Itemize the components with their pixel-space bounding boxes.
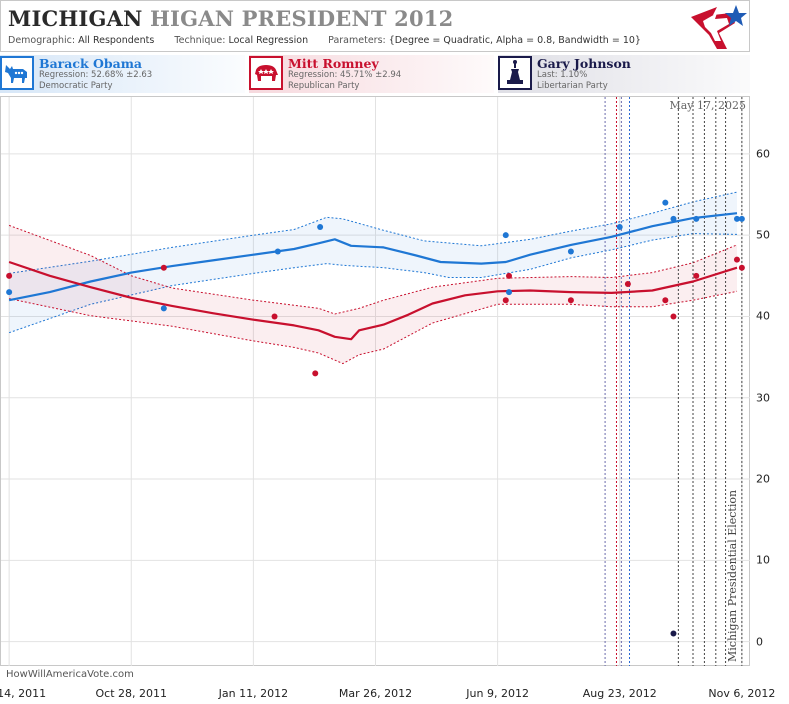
- candidate-romney[interactable]: Mitt Romney Regression: 45.71% ±2.94 Rep…: [249, 55, 494, 93]
- y-tick-label: 50: [756, 228, 770, 242]
- page-title: MICHIGAN HIGAN PRESIDENT 2012: [8, 6, 453, 31]
- barack-obama-poll-point: [160, 305, 167, 312]
- candidate-party: Democratic Party: [39, 81, 113, 91]
- barack-obama-poll-point: [274, 248, 281, 255]
- candidate-name: Mitt Romney: [288, 56, 379, 71]
- y-tick-label: 60: [756, 147, 770, 161]
- x-tick-label: Nov 6, 2012: [708, 687, 776, 700]
- mitt-romney-poll-point: [624, 280, 631, 287]
- mitt-romney-band-lower: [8, 290, 738, 365]
- header: MICHIGAN HIGAN PRESIDENT 2012 Demographi…: [0, 0, 750, 52]
- parameters-key: Parameters:: [328, 35, 386, 46]
- site-credit: HowWillAmericaVote.com: [6, 669, 134, 680]
- mitt-romney-poll-point: [506, 272, 513, 279]
- technique-value: Local Regression: [228, 35, 309, 46]
- barack-obama-poll-point: [502, 232, 509, 239]
- election-label: Michigan Presidential Election: [726, 489, 739, 662]
- mitt-romney-confidence-band: [9, 225, 738, 364]
- mitt-romney-poll-point: [733, 256, 740, 263]
- barack-obama-poll-point: [733, 215, 740, 222]
- y-tick-label: 30: [756, 391, 770, 405]
- barack-obama-poll-point: [506, 289, 513, 296]
- x-tick-label: Mar 26, 2012: [338, 687, 413, 700]
- barack-obama-poll-point: [693, 215, 700, 222]
- candidate-name: Gary Johnson: [537, 56, 631, 71]
- barack-obama-confidence-band: [9, 192, 738, 333]
- statue-of-liberty-icon: [498, 56, 532, 90]
- barack-obama-trend-line: [8, 212, 738, 302]
- candidate-regression: Regression: 45.71% ±2.94: [288, 70, 402, 80]
- gary-johnson-poll-point: [670, 630, 677, 637]
- date-label: May 17, 2025: [669, 99, 746, 112]
- parameters-value: {Degree = Quadratic, Alpha = 0.8, Bandwi…: [388, 35, 641, 46]
- star-flag-logo-icon: [691, 5, 747, 49]
- demographic-key: Demographic:: [8, 35, 76, 46]
- elephant-icon: [249, 56, 283, 90]
- mitt-romney-poll-point: [312, 370, 319, 377]
- candidate-regression: Regression: 52.68% ±2.63: [39, 70, 153, 80]
- candidate-johnson[interactable]: Gary Johnson Last: 1.10% Libertarian Par…: [498, 55, 750, 93]
- x-tick-label: Oct 28, 2011: [95, 687, 168, 700]
- mitt-romney-poll-point: [670, 313, 677, 320]
- barack-obama-poll-point: [616, 224, 623, 231]
- y-tick-label: 10: [756, 553, 770, 567]
- parameters-line: Demographic: All Respondents Technique: …: [8, 35, 641, 46]
- mitt-romney-poll-point: [160, 264, 167, 271]
- y-tick-label: 20: [756, 472, 770, 486]
- candidate-name: Barack Obama: [39, 56, 143, 71]
- x-tick-label: Aug 14, 2011: [0, 687, 47, 700]
- x-tick-label: Aug 23, 2012: [582, 687, 657, 700]
- barack-obama-band-lower: [8, 233, 738, 334]
- candidate-last: Last: 1.10%: [537, 70, 588, 80]
- title-state: MICHIGAN: [8, 6, 143, 31]
- mitt-romney-poll-point: [567, 297, 574, 304]
- mitt-romney-poll-point: [693, 272, 700, 279]
- barack-obama-poll-point: [6, 289, 13, 296]
- x-tick-label: Jan 11, 2012: [218, 687, 289, 700]
- barack-obama-poll-point: [567, 248, 574, 255]
- candidate-obama[interactable]: Barack Obama Regression: 52.68% ±2.63 De…: [0, 55, 245, 93]
- barack-obama-poll-point: [670, 215, 677, 222]
- demographic-value: All Respondents: [78, 35, 155, 46]
- donkey-icon: [0, 56, 34, 90]
- mitt-romney-poll-point: [502, 297, 509, 304]
- title-rest: HIGAN PRESIDENT 2012: [150, 6, 454, 31]
- mitt-romney-band-upper: [8, 224, 738, 315]
- candidate-party: Republican Party: [288, 81, 360, 91]
- mitt-romney-poll-point: [662, 297, 669, 304]
- y-tick-label: 40: [756, 309, 770, 323]
- mitt-romney-poll-point: [6, 272, 13, 279]
- candidate-legend: Barack Obama Regression: 52.68% ±2.63 De…: [0, 55, 750, 93]
- barack-obama-poll-point: [317, 224, 324, 231]
- mitt-romney-trend-line: [8, 260, 738, 341]
- candidate-party: Libertarian Party: [537, 81, 608, 91]
- mitt-romney-poll-point: [738, 264, 745, 271]
- y-tick-label: 0: [756, 635, 763, 649]
- x-tick-label: Jun 9, 2012: [466, 687, 529, 700]
- barack-obama-poll-point: [738, 215, 745, 222]
- technique-key: Technique:: [174, 35, 226, 46]
- mitt-romney-poll-point: [271, 313, 278, 320]
- barack-obama-poll-point: [662, 199, 669, 206]
